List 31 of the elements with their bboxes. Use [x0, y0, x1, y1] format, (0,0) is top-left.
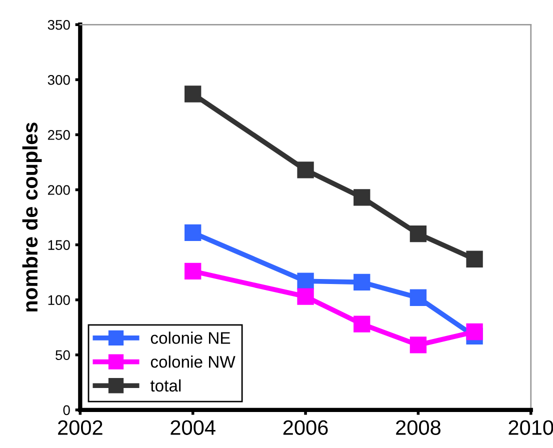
point: [354, 316, 370, 332]
point: [297, 288, 314, 305]
point: [410, 289, 427, 306]
y-tick-label: 50: [56, 350, 70, 360]
point: [184, 224, 202, 242]
x-tick-label: 2006: [283, 420, 328, 435]
y-axis-title: nombre de couples: [22, 122, 42, 312]
y-tick-label: 0: [63, 405, 70, 416]
point: [297, 272, 314, 290]
y-tick-label: 150: [48, 240, 70, 250]
point: [184, 262, 202, 280]
y-tick-label: 250: [48, 130, 70, 140]
legend-label: colonie NW: [150, 356, 236, 368]
point: [297, 162, 314, 178]
y-tick-label: 200: [48, 185, 70, 195]
point: [466, 250, 483, 268]
point: [466, 323, 483, 340]
x-tick-label: 2004: [170, 420, 216, 435]
x-tick-label: 2008: [396, 420, 440, 435]
point: [354, 274, 370, 291]
point: [410, 336, 427, 354]
y-tick-label: 100: [48, 295, 70, 306]
legend-label: total: [150, 379, 181, 392]
x-tick-label: 2010: [508, 420, 553, 435]
x-tick-label: 2002: [58, 420, 102, 435]
point: [184, 86, 202, 102]
point: [410, 225, 427, 242]
point: [354, 189, 370, 206]
legend-label: colonie NE: [150, 332, 230, 344]
y-tick-label: 350: [48, 20, 70, 30]
y-tick-label: 300: [48, 75, 70, 85]
